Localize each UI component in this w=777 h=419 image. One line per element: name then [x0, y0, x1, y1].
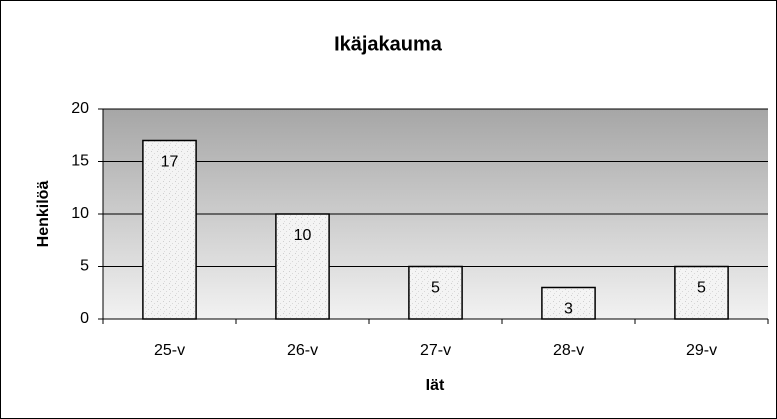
- y-tick-label: 15: [71, 153, 89, 170]
- y-tick-label: 0: [80, 310, 89, 327]
- x-tick-label: 28-v: [553, 342, 584, 359]
- x-axis-label: Iät: [426, 377, 445, 394]
- bar: [674, 265, 729, 320]
- x-tick-label: 25-v: [154, 342, 185, 359]
- chart-title: Ikäjakauma: [334, 33, 443, 55]
- x-tick-label: 26-v: [287, 342, 318, 359]
- data-label: 10: [294, 227, 312, 244]
- bar: [541, 286, 596, 320]
- bar: [275, 213, 330, 320]
- y-axis-label: Henkilöä: [35, 181, 52, 248]
- data-label: 17: [161, 154, 179, 171]
- y-tick-label: 20: [71, 100, 89, 117]
- y-tick-label: 10: [71, 205, 89, 222]
- bar: [142, 139, 197, 320]
- data-label: 5: [431, 280, 440, 297]
- y-tick-label: 5: [80, 258, 89, 275]
- data-label: 3: [564, 301, 573, 318]
- data-label: 5: [697, 280, 706, 297]
- bar: [408, 265, 463, 320]
- x-tick-label: 27-v: [420, 342, 451, 359]
- x-tick-label: 29-v: [686, 342, 717, 359]
